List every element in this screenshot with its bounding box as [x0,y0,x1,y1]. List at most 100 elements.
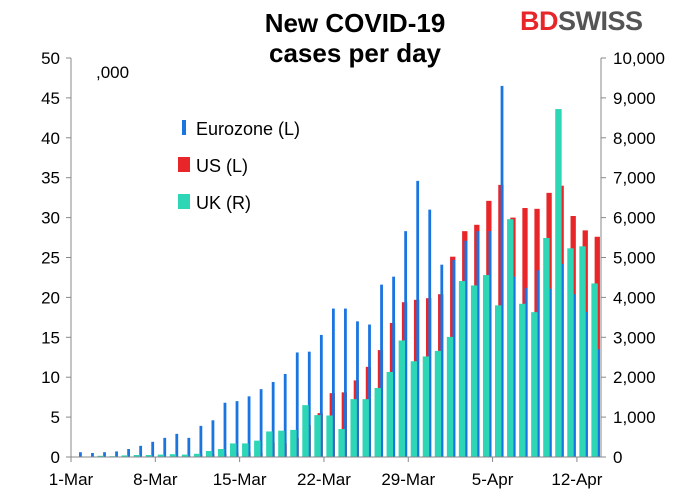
left-tick-label-1: 5 [51,408,60,427]
right-tick-label-5: 5,000 [613,249,656,268]
x-tick-label-0: 1-Mar [49,470,94,489]
left-tick-label-7: 35 [41,169,60,188]
bdswiss-logo: BDSWISS [520,6,643,37]
uk-bar-31 [446,336,454,457]
legend-label-1: US (L) [196,156,248,176]
eurozone-bar-40 [560,263,564,457]
logo-text-bd: BD [520,6,559,36]
uk-bar-18 [290,429,297,457]
eurozone-bar-1 [91,453,94,457]
uk-bar-4 [121,455,129,457]
right-tick-label-8: 8,000 [613,129,656,148]
eurozone-bar-21 [331,308,335,457]
uk-bar-32 [458,281,466,457]
eurozone-bar-28 [416,180,420,457]
eurozone-bar-34 [488,231,492,457]
eurozone-bar-42 [584,311,588,457]
uk-bar-7 [157,454,165,457]
uk-bar-19 [302,405,309,457]
uk-bar-38 [531,312,538,457]
eurozone-bar-31 [452,259,456,457]
uk-bar-17 [278,430,285,457]
uk-bar-12 [217,449,225,457]
uk-bar-10 [193,453,201,457]
uk-bar-29 [422,356,430,457]
unit-label: ,000 [96,63,129,82]
uk-bar-5 [133,455,141,457]
eurozone-bar-39 [548,288,552,457]
x-tick-label-1: 8-Mar [133,470,178,489]
eurozone-bar-13 [235,401,239,457]
legend-swatch-2 [178,194,190,209]
eurozone-bar-33 [476,231,480,457]
uk-bar-34 [482,275,490,457]
eurozone-bar-14 [247,396,251,457]
uk-bar-26 [386,372,394,457]
right-tick-label-2: 2,000 [613,368,656,387]
eurozone-bar-22 [344,308,347,457]
eurozone-bar-5 [139,445,143,457]
right-tick-label-1: 1,000 [613,408,656,427]
eurozone-bar-8 [175,433,179,457]
eurozone-bar-30 [440,264,444,457]
chart-title-line-1: New COVID-19 [264,8,446,38]
eurozone-bar-36 [512,276,516,457]
eurozone-bar-10 [199,425,203,457]
eurozone-bar-4 [127,449,131,457]
eurozone-bar-3 [115,451,118,457]
eurozone-bar-2 [103,452,106,457]
uk-bar-21 [326,415,333,457]
chart-title: New COVID-19 cases per day [230,8,480,68]
eurozone-bar-20 [319,334,323,457]
left-tick-label-10: 50 [41,49,60,68]
left-tick-label-6: 30 [41,209,60,228]
uk-bar-11 [205,451,213,457]
eurozone-bar-38 [536,270,540,457]
uk-bar-25 [374,387,381,457]
legend-label-2: UK (R) [196,193,251,213]
right-tick-label-7: 7,000 [613,169,656,188]
eurozone-bar-12 [223,402,227,457]
right-tick-label-0: 0 [613,448,622,467]
uk-bar-16 [266,431,273,457]
eurozone-bar-26 [392,276,396,457]
legend-swatch-0 [182,120,186,135]
uk-bar-23 [350,399,357,457]
logo-text-swiss: SWISS [558,6,643,36]
uk-bar-22 [338,429,345,457]
eurozone-bar-16 [271,381,275,457]
left-tick-label-3: 15 [41,328,60,347]
uk-bar-43 [591,283,598,457]
eurozone-bar-25 [380,284,383,457]
uk-bar-13 [230,443,237,457]
uk-bar-30 [434,350,442,457]
uk-bar-15 [254,440,261,457]
eurozone-bar-6 [151,441,155,457]
uk-bar-42 [579,246,586,457]
left-tick-label-2: 10 [41,368,60,387]
eurozone-bar-9 [187,437,191,457]
uk-bar-35 [495,305,502,457]
left-tick-label-9: 45 [41,89,60,108]
eurozone-bar-11 [211,420,215,457]
legend-label-0: Eurozone (L) [196,119,300,139]
uk-bar-28 [410,361,418,457]
x-tick-label-4: 29-Mar [381,470,435,489]
right-tick-label-9: 9,000 [613,89,656,108]
eurozone-bar-15 [259,389,263,457]
eurozone-bar-7 [163,437,167,457]
eurozone-bar-43 [596,349,600,457]
eurozone-bar-41 [572,294,576,457]
uk-bar-39 [543,237,550,457]
uk-bar-24 [362,399,369,457]
uk-bar-41 [567,248,574,457]
uk-bar-8 [169,454,177,457]
uk-bar-6 [145,455,153,457]
x-tick-label-5: 5-Apr [472,470,514,489]
eurozone-bar-35 [500,85,504,458]
legend-swatch-1 [178,157,190,172]
eurozone-bar-17 [283,374,287,457]
eurozone-bar-27 [404,231,408,457]
uk-bar-27 [398,340,406,457]
